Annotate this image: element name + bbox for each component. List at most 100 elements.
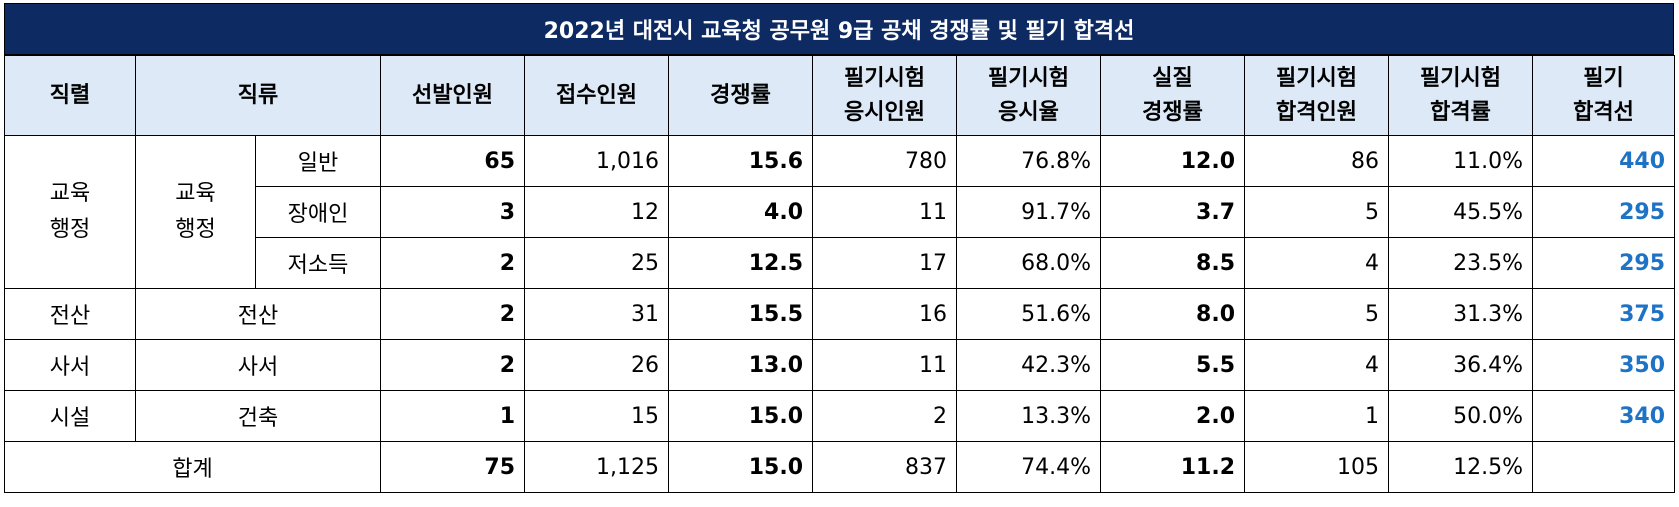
header-line: 합격인원 xyxy=(1276,99,1357,125)
passers-cell: 4 xyxy=(1244,237,1390,289)
passers-cell: 105 xyxy=(1244,441,1390,493)
applicants-cell: 31 xyxy=(524,288,670,340)
cutoff-cell: 340 xyxy=(1532,390,1676,442)
cutoff-cell: 295 xyxy=(1532,186,1676,238)
real-competition-cell: 8.5 xyxy=(1100,237,1246,289)
cutoff-cell: 350 xyxy=(1532,339,1676,391)
series-cell: 사서 xyxy=(4,339,136,391)
cutoff-cell: 375 xyxy=(1532,288,1676,340)
competition-cell: 4.0 xyxy=(668,186,814,238)
real-competition-cell: 12.0 xyxy=(1100,135,1246,187)
total-label: 합계 xyxy=(3,441,382,493)
pass-rate-cell: 12.5% xyxy=(1388,441,1534,493)
cell-line: 행정 xyxy=(175,217,216,242)
pass-rate-cell: 31.3% xyxy=(1388,288,1534,340)
selected-cell: 1 xyxy=(380,390,526,442)
header-line: 필기시험 xyxy=(1420,65,1501,91)
passers-cell: 86 xyxy=(1244,135,1390,187)
series-cell: 시설 xyxy=(4,390,136,442)
series-cell: 전산 xyxy=(4,288,136,340)
cutoff-cell: 295 xyxy=(1532,237,1676,289)
table-row: 교육 행정 교육 행정 일반 65 1,016 15.6 780 76.8% 12.… xyxy=(4,135,1676,289)
real-competition-cell: 2.0 xyxy=(1100,390,1246,442)
passers-cell: 4 xyxy=(1244,339,1390,391)
applicants-cell: 25 xyxy=(524,237,670,289)
real-competition-cell: 5.5 xyxy=(1100,339,1246,391)
header-line: 필기시험 xyxy=(844,65,925,91)
take-rate-cell: 74.4% xyxy=(956,441,1102,493)
applicants-cell: 1,125 xyxy=(524,441,670,493)
takers-cell: 11 xyxy=(812,186,958,238)
pass-rate-cell: 11.0% xyxy=(1388,135,1534,187)
header-series: 직렬 xyxy=(4,55,136,136)
sub-category-cell: 일반 xyxy=(254,135,382,187)
table-row: 저소득 2 25 12.5 17 68.0% 8.5 4 23.5% 295 xyxy=(5,237,1676,289)
passers-cell: 5 xyxy=(1244,186,1390,238)
selected-cell: 75 xyxy=(380,441,526,493)
header-line: 필기시험 xyxy=(1276,65,1357,91)
real-competition-cell: 8.0 xyxy=(1100,288,1246,340)
competition-cell: 12.5 xyxy=(668,237,814,289)
competition-cell: 13.0 xyxy=(668,339,814,391)
header-line: 필기 xyxy=(1583,65,1624,91)
applicants-cell: 15 xyxy=(524,390,670,442)
pass-rate-cell: 36.4% xyxy=(1388,339,1534,391)
header-competition: 경쟁률 xyxy=(668,55,814,136)
passers-cell: 5 xyxy=(1244,288,1390,340)
header-applicants: 접수인원 xyxy=(524,55,670,136)
takers-cell: 2 xyxy=(812,390,958,442)
passers-cell: 1 xyxy=(1244,390,1390,442)
pass-rate-cell: 45.5% xyxy=(1388,186,1534,238)
cutoff-cell: 440 xyxy=(1532,135,1676,187)
series-cell-edu-admin: 교육 행정 xyxy=(4,135,136,289)
header-line: 합격선 xyxy=(1573,99,1634,125)
category-cell: 전산 xyxy=(134,288,382,340)
table-row: 사서 사서 2 26 13.0 11 42.3% 5.5 4 36.4% 350 xyxy=(4,339,1676,391)
competition-cell: 15.5 xyxy=(668,288,814,340)
results-sheet: 2022년 대전시 교육청 공무원 9급 공채 경쟁률 및 필기 합격선 직렬 … xyxy=(3,3,1676,493)
pass-rate-cell: 23.5% xyxy=(1388,237,1534,289)
header-line: 실질 xyxy=(1152,65,1193,91)
table-title: 2022년 대전시 교육청 공무원 9급 공채 경쟁률 및 필기 합격선 xyxy=(4,3,1674,55)
header-line: 합격률 xyxy=(1430,99,1491,125)
header-line: 응시인원 xyxy=(844,99,925,125)
takers-cell: 17 xyxy=(812,237,958,289)
sub-category-cell: 장애인 xyxy=(254,186,382,238)
competition-cell: 15.0 xyxy=(668,441,814,493)
header-category: 직류 xyxy=(134,55,382,136)
cell-line: 교육 xyxy=(49,181,91,206)
take-rate-cell: 51.6% xyxy=(956,288,1102,340)
sub-category-cell: 저소득 xyxy=(254,237,382,289)
category-cell: 사서 xyxy=(134,339,382,391)
header-line: 경쟁률 xyxy=(1142,99,1203,125)
competition-cell: 15.6 xyxy=(668,135,814,187)
cell-line: 교육 xyxy=(175,181,216,206)
take-rate-cell: 42.3% xyxy=(956,339,1102,391)
takers-cell: 780 xyxy=(812,135,958,187)
selected-cell: 3 xyxy=(380,186,526,238)
real-competition-cell: 3.7 xyxy=(1100,186,1246,238)
take-rate-cell: 13.3% xyxy=(956,390,1102,442)
take-rate-cell: 76.8% xyxy=(956,135,1102,187)
cutoff-cell xyxy=(1532,441,1676,493)
selected-cell: 2 xyxy=(380,339,526,391)
pass-rate-cell: 50.0% xyxy=(1388,390,1534,442)
table-row: 장애인 3 12 4.0 11 91.7% 3.7 5 45.5% 295 xyxy=(5,186,1676,238)
takers-cell: 11 xyxy=(812,339,958,391)
total-row: 합계 75 1,125 15.0 837 74.4% 11.2 105 12.5… xyxy=(3,441,1676,493)
real-competition-cell: 11.2 xyxy=(1100,441,1246,493)
take-rate-cell: 91.7% xyxy=(956,186,1102,238)
header-line: 필기시험 xyxy=(988,65,1069,91)
applicants-cell: 26 xyxy=(524,339,670,391)
table-row: 시설 건축 1 15 15.0 2 13.3% 2.0 1 50.0% 340 xyxy=(4,390,1676,442)
selected-cell: 2 xyxy=(380,288,526,340)
take-rate-cell: 68.0% xyxy=(956,237,1102,289)
header-row: 직렬 직류 선발인원 접수인원 경쟁률 필기시험 응시인원 필기시험 응시율 실질 경… xyxy=(4,55,1676,136)
selected-cell: 2 xyxy=(380,237,526,289)
